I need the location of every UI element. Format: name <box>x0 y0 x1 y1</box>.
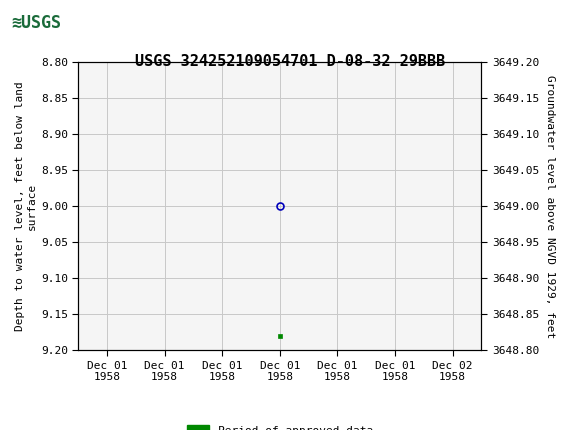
Bar <box>6 2 110 43</box>
Y-axis label: Depth to water level, feet below land
surface: Depth to water level, feet below land su… <box>15 82 37 331</box>
Legend: Period of approved data: Period of approved data <box>182 421 378 430</box>
Text: ≋USGS: ≋USGS <box>12 14 61 31</box>
Text: USGS 324252109054701 D-08-32 29BBB: USGS 324252109054701 D-08-32 29BBB <box>135 54 445 69</box>
Y-axis label: Groundwater level above NGVD 1929, feet: Groundwater level above NGVD 1929, feet <box>545 75 554 338</box>
